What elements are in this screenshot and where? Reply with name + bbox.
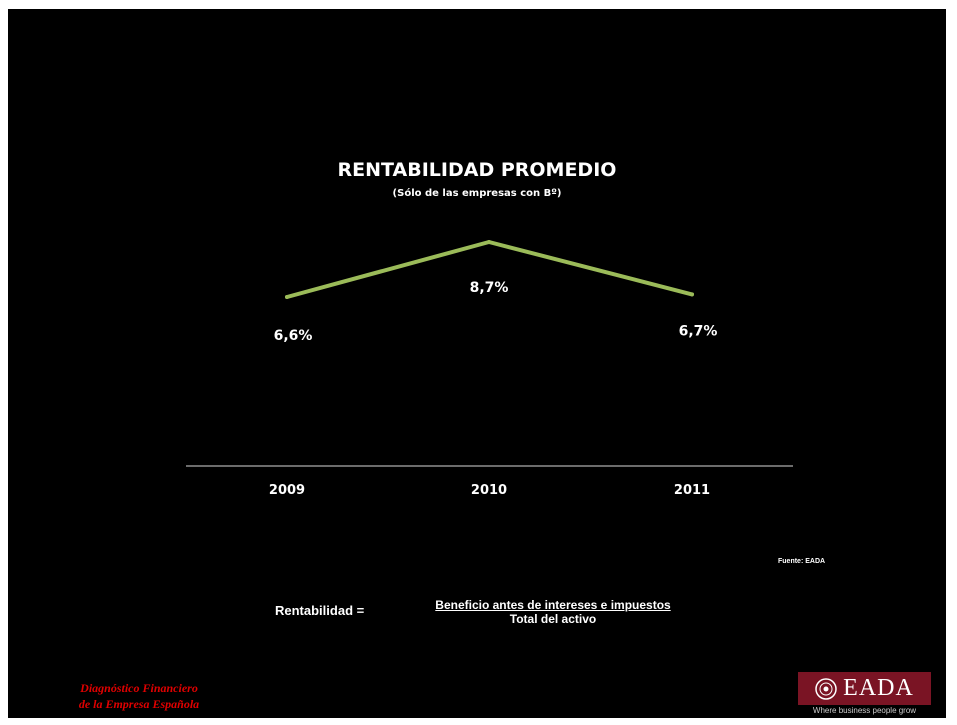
formula-lhs: Rentabilidad = xyxy=(275,603,365,618)
data-label: 6,7% xyxy=(679,323,718,339)
line-chart: 2009 2010 2011 6,6% 8,7% 6,7% xyxy=(186,240,793,498)
data-point xyxy=(487,240,491,244)
seal-icon xyxy=(815,677,837,700)
logo-text: EADA xyxy=(843,675,914,701)
data-point xyxy=(285,295,289,299)
x-tick-label: 2009 xyxy=(269,483,305,498)
formula-numerator: Beneficio antes de intereses e impuestos xyxy=(435,598,671,612)
logo-tagline: Where business people grow xyxy=(812,706,917,715)
formula-denominator: Total del activo xyxy=(509,612,597,626)
data-point xyxy=(690,292,694,297)
x-tick-label: 2010 xyxy=(471,483,507,498)
eada-logo: EADA xyxy=(798,672,931,705)
footer-brand: Diagnóstico Financiero de la Empresa Esp… xyxy=(54,680,224,712)
chart-subtitle: (Sólo de las empresas con Bº) xyxy=(392,188,562,199)
chart-title: RENTABILIDAD PROMEDIO xyxy=(337,159,617,181)
x-tick-label: 2011 xyxy=(674,483,710,498)
footer-brand-line1: Diagnóstico Financiero xyxy=(80,681,198,695)
data-label: 6,6% xyxy=(274,328,313,344)
footer-brand-line2: de la Empresa Española xyxy=(78,697,200,711)
slide: RENTABILIDAD PROMEDIO (Sólo de las empre… xyxy=(8,9,946,718)
source-note: Fuente: EADA xyxy=(778,558,826,565)
data-label: 8,7% xyxy=(470,280,509,296)
